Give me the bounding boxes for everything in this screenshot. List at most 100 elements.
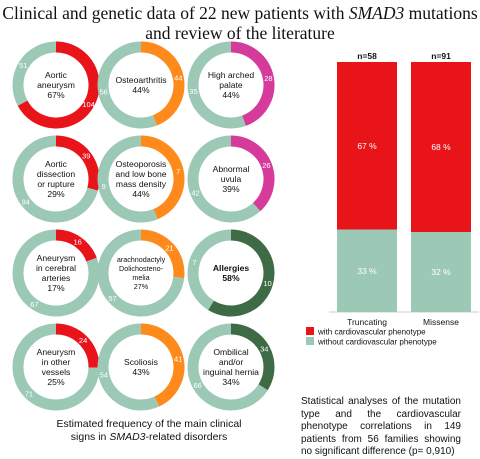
bar-segment <box>411 232 471 312</box>
donut-category-name: Aortic <box>45 70 67 80</box>
slice-value-label: 54 <box>100 371 108 380</box>
donut-category-name: vessels <box>41 367 71 377</box>
donut-category-name: Dolichosteno- <box>119 264 163 273</box>
bar-value-label: 32 % <box>431 267 451 277</box>
donut-svg: 21 57 <box>97 229 185 317</box>
donut-slice <box>187 135 261 223</box>
donut-category-name: inguinal hernia <box>203 367 259 377</box>
donut-svg: 41 54 <box>97 323 185 411</box>
slice-value-label: 67 <box>30 300 38 309</box>
title-line-1: Clinical and genetic data of 22 new pati… <box>0 3 480 23</box>
donut-slice <box>55 229 97 262</box>
donut-slice <box>12 323 100 411</box>
donut-chart: 28 35 High arched palate 44% <box>186 40 276 130</box>
donut-category-name: in other <box>41 357 71 367</box>
slice-value-label: 10 <box>263 279 271 288</box>
slice-value-label: 24 <box>79 336 87 345</box>
donut-percent: 44% <box>222 90 240 100</box>
bar-value-label: 33 % <box>357 266 377 276</box>
legend-swatch <box>306 337 314 345</box>
slice-value-label: 71 <box>25 389 33 398</box>
donut-category-name: Allergies <box>212 263 250 273</box>
bar-value-label: 67 % <box>357 141 377 151</box>
donut-center-label: arachnodactyly Dolichosteno-melia 27% <box>109 246 173 300</box>
slice-value-label: 7 <box>192 258 196 267</box>
donut-slice <box>187 229 232 310</box>
donut-slice <box>230 323 275 391</box>
x-tick-label: Truncating <box>347 317 387 327</box>
donuts-caption: Estimated frequency of the main clinical… <box>24 418 274 444</box>
bar-segment <box>411 62 471 232</box>
donut-slice <box>230 41 275 126</box>
slice-value-label: 57 <box>108 294 116 303</box>
title-gene: SMAD3 <box>348 3 405 23</box>
bar-total-label: n=91 <box>431 51 451 61</box>
bar-segment <box>337 62 397 230</box>
donut-percent: 34% <box>222 377 240 387</box>
donut-center-label: Aneurysm in other vessels 25% <box>24 340 88 394</box>
donut-svg: 79 <box>97 135 185 223</box>
donut-svg: 39 94 <box>12 135 100 223</box>
donut-svg: 34 66 <box>187 323 275 411</box>
donut-slice <box>187 323 268 411</box>
donuts-caption-line2-suffix: -related disorders <box>145 431 228 443</box>
slice-value-label: 26 <box>262 161 270 170</box>
donut-svg: 104 51 <box>12 41 100 129</box>
donut-svg: 24 71 <box>12 323 100 411</box>
donut-center-label: Aortic aneurysm 67% <box>24 58 88 112</box>
slice-value-label: 39 <box>82 152 90 161</box>
donut-slice <box>208 229 275 317</box>
donut-percent: 43% <box>132 367 150 377</box>
bar-total-label: n=58 <box>357 51 377 61</box>
donut-slice <box>97 323 160 411</box>
donut-slice <box>55 135 100 191</box>
donut-svg: 10 7 <box>187 229 275 317</box>
title-suffix: mutations <box>404 3 478 23</box>
donut-slice <box>140 323 185 407</box>
donut-category-name: Scoliosis <box>124 357 158 367</box>
donut-percent: 17% <box>47 283 65 293</box>
slice-value-label: 28 <box>264 74 272 83</box>
donuts-caption-gene: SMAD3 <box>109 431 146 443</box>
donut-slice <box>17 41 100 129</box>
donut-chart: 39 94 Aortic dissection or rupture 29% <box>11 134 101 224</box>
donut-slice <box>97 229 185 317</box>
donut-percent: 39% <box>222 184 240 194</box>
donut-svg: 26 42 <box>187 135 275 223</box>
title-prefix: Clinical and genetic data of 22 new pati… <box>2 3 349 23</box>
donut-slice <box>12 135 98 223</box>
slice-value-label: 94 <box>22 198 30 207</box>
slice-value-label: 44 <box>174 73 182 82</box>
donuts-caption-line-1: Estimated frequency of the main clinical <box>56 418 242 430</box>
slice-value-label: 104 <box>82 100 95 109</box>
donut-center-label: Osteoarthritis 44% <box>109 58 173 112</box>
x-tick-label: Missense <box>423 317 459 327</box>
donut-slice <box>230 135 275 212</box>
slice-value-label: 35 <box>189 87 197 96</box>
donut-slice <box>12 41 57 106</box>
donut-slice <box>140 229 185 279</box>
slice-value-label: 9 <box>102 182 106 191</box>
donut-category-name: palate <box>219 80 243 90</box>
donut-percent: 29% <box>47 189 65 199</box>
slice-value-label: 21 <box>165 243 173 252</box>
donut-center-label: Ombilical and/or inguinal hernia 34% <box>199 340 263 394</box>
donut-percent: 67% <box>47 90 65 100</box>
donut-category-name: dissection <box>36 169 76 179</box>
donut-category-name: and/or <box>218 357 244 367</box>
donut-center-label: Osteoporosis and low bone mass density 44% <box>109 152 173 206</box>
donut-percent: 27% <box>133 282 149 291</box>
slice-value-label: 42 <box>191 188 199 197</box>
page-title: Clinical and genetic data of 22 new pati… <box>0 3 480 43</box>
donut-chart: 16 67 Aneurysm in cerebral arteries 17% <box>11 228 101 318</box>
donut-center-label: Aortic dissection or rupture 29% <box>24 152 88 206</box>
donut-svg: 44 56 <box>97 41 185 129</box>
legend-label: without cardiovascular phenotype <box>317 337 437 346</box>
donut-slice <box>97 41 158 129</box>
slice-value-label: 34 <box>260 344 268 353</box>
slice-value-label: 51 <box>19 61 27 70</box>
statistical-caption: Statistical analyses of the mutation typ… <box>301 396 461 457</box>
donut-chart: 44 56 Osteoarthritis 44% <box>96 40 186 130</box>
legend-label: with cardiovascular phenotype <box>317 327 426 336</box>
